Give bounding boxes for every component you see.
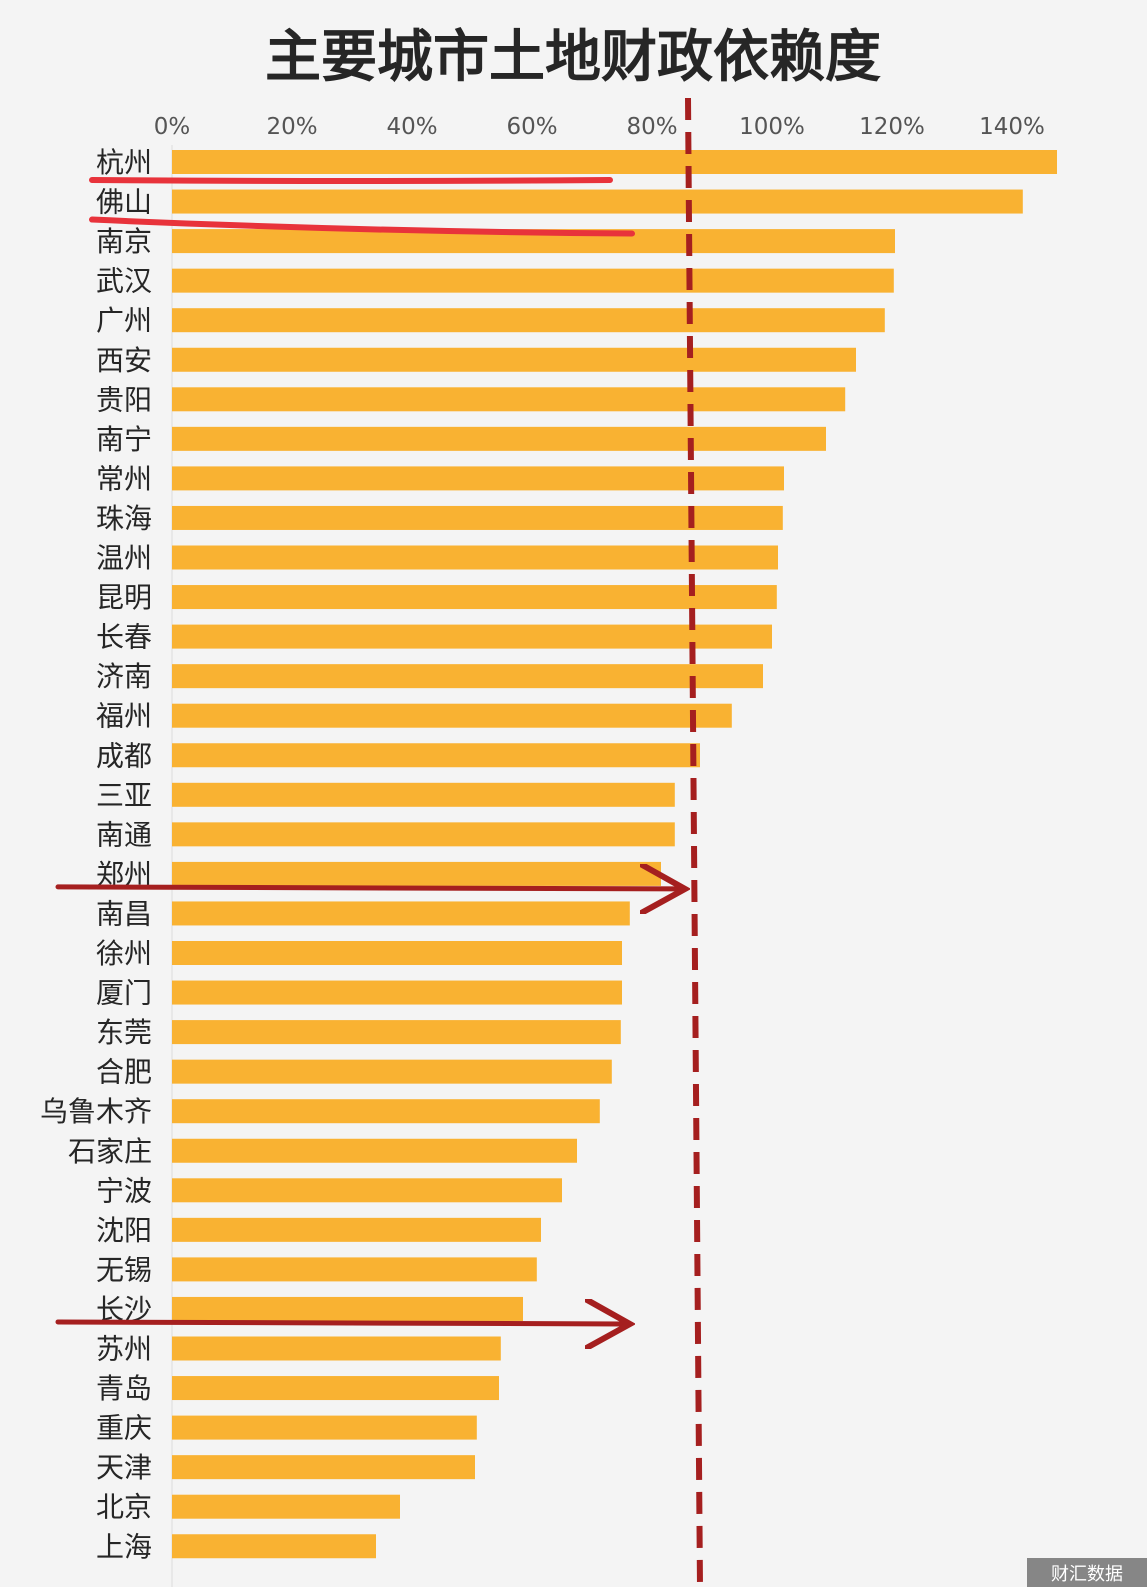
bar-4	[172, 268, 894, 293]
category-label: 合肥	[96, 1056, 152, 1089]
bar-21	[172, 941, 622, 965]
category-label: 佛山	[96, 186, 152, 219]
x-tick-label: 140%	[979, 114, 1045, 140]
bar-13	[172, 624, 772, 649]
arrow-mark	[55, 1322, 625, 1324]
bar-34	[172, 1455, 475, 1480]
x-tick-label: 0%	[154, 114, 191, 140]
bar-6	[172, 347, 856, 372]
category-label: 沈阳	[96, 1214, 152, 1247]
bar-20	[172, 901, 630, 926]
annotations	[55, 97, 703, 1587]
bar-23	[172, 1020, 621, 1045]
reference-line	[685, 97, 703, 1587]
category-labels: 杭州佛山南京武汉广州西安贵阳南宁常州珠海温州昆明长春济南福州成都三亚南通郑州南昌…	[40, 146, 152, 1563]
category-label: 乌鲁木齐	[40, 1095, 152, 1128]
category-label: 昆明	[96, 581, 152, 614]
watermark-text: 财汇数据	[1051, 1564, 1123, 1585]
bar-5	[172, 308, 885, 333]
category-label: 无锡	[96, 1253, 152, 1286]
category-label: 珠海	[96, 502, 152, 535]
x-tick-label: 60%	[506, 114, 557, 140]
x-tick-label: 20%	[266, 114, 317, 140]
bar-7	[172, 387, 846, 412]
category-label: 济南	[96, 660, 152, 693]
category-label: 苏州	[96, 1333, 152, 1366]
category-label: 青岛	[96, 1372, 152, 1405]
category-label: 北京	[96, 1491, 152, 1524]
category-label: 贵阳	[96, 383, 152, 416]
category-label: 三亚	[96, 779, 152, 812]
bar-32	[172, 1376, 499, 1401]
category-label: 福州	[96, 700, 152, 733]
x-tick-label: 100%	[739, 114, 805, 140]
bar-16	[172, 743, 700, 768]
category-label: 长春	[96, 621, 152, 654]
watermark-box: 财汇数据	[1027, 1558, 1147, 1587]
bar-30	[172, 1296, 523, 1321]
category-label: 南京	[96, 225, 152, 258]
category-label: 天津	[96, 1451, 152, 1484]
bars	[172, 150, 1057, 1559]
bar-26	[172, 1138, 577, 1163]
category-label: 西安	[96, 344, 152, 377]
bar-18	[172, 822, 675, 847]
category-label: 宁波	[96, 1174, 152, 1207]
underline-mark	[89, 177, 613, 184]
bar-33	[172, 1415, 477, 1440]
bar-36	[172, 1534, 376, 1559]
chart-title: 主要城市土地财政依赖度	[265, 25, 881, 90]
bar-11	[172, 545, 778, 570]
bar-1	[172, 150, 1057, 174]
bar-35	[172, 1494, 400, 1519]
category-label: 南昌	[96, 897, 152, 930]
x-tick-label: 80%	[626, 114, 677, 140]
category-label: 厦门	[96, 977, 152, 1010]
category-label: 重庆	[96, 1412, 152, 1445]
bar-28	[172, 1217, 541, 1242]
bar-9	[172, 466, 784, 491]
bar-25	[172, 1099, 600, 1124]
bar-19	[172, 861, 661, 886]
x-tick-label: 120%	[859, 114, 925, 140]
category-label: 东莞	[96, 1016, 152, 1049]
category-label: 常州	[96, 462, 152, 495]
category-label: 杭州	[96, 146, 152, 179]
category-label: 成都	[96, 739, 152, 772]
category-label: 上海	[96, 1530, 152, 1563]
bar-12	[172, 585, 777, 610]
category-label: 南通	[96, 818, 152, 851]
category-label: 温州	[96, 542, 152, 575]
bar-22	[172, 980, 622, 1005]
category-label: 广州	[96, 304, 152, 337]
underline-mark	[89, 216, 635, 237]
watermark-background	[1027, 1558, 1147, 1587]
bar-2	[172, 189, 1023, 214]
bar-27	[172, 1178, 562, 1203]
bar-24	[172, 1059, 612, 1084]
category-label: 徐州	[96, 937, 152, 970]
bar-14	[172, 664, 763, 689]
bar-10	[172, 505, 783, 530]
bar-31	[172, 1336, 501, 1361]
arrow-mark	[55, 887, 680, 889]
category-label: 石家庄	[68, 1135, 152, 1168]
x-axis-ticks: 0% 20% 40% 60% 80% 100% 120% 140%	[154, 114, 1045, 140]
x-tick-label: 40%	[386, 114, 437, 140]
bar-29	[172, 1257, 537, 1282]
bar-17	[172, 782, 675, 807]
bar-15	[172, 703, 732, 728]
category-label: 南宁	[96, 423, 152, 456]
category-label: 武汉	[96, 265, 152, 298]
bar-8	[172, 426, 826, 451]
